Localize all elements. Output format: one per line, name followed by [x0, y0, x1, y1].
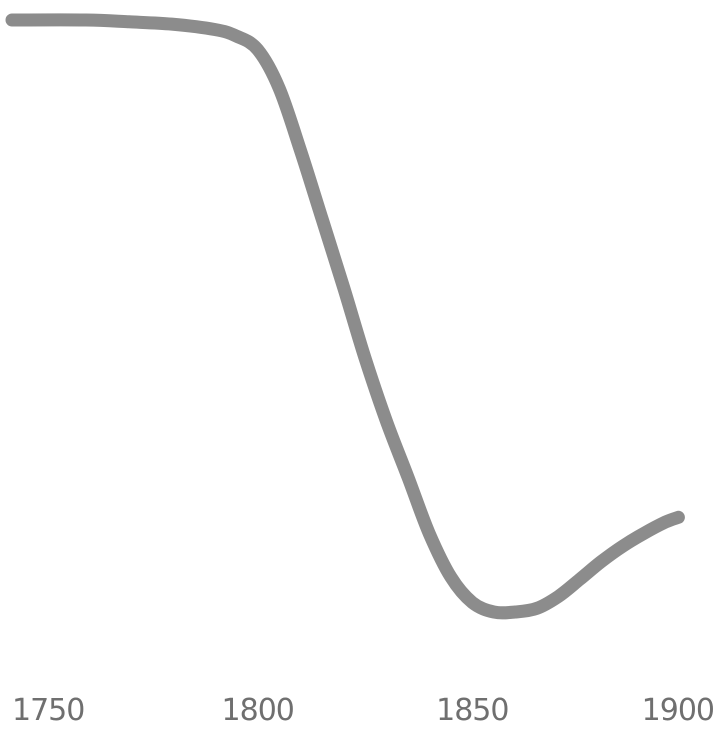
- x-tick-label: 1900: [642, 693, 714, 728]
- x-axis: 1750 1800 1850 1900: [12, 693, 715, 728]
- series-line-0: [5, 13, 685, 620]
- x-tick-label: 1850: [436, 693, 508, 728]
- plot-area: [5, 13, 685, 620]
- x-tick-label: 1750: [12, 693, 84, 728]
- x-tick-label: 1800: [222, 693, 294, 728]
